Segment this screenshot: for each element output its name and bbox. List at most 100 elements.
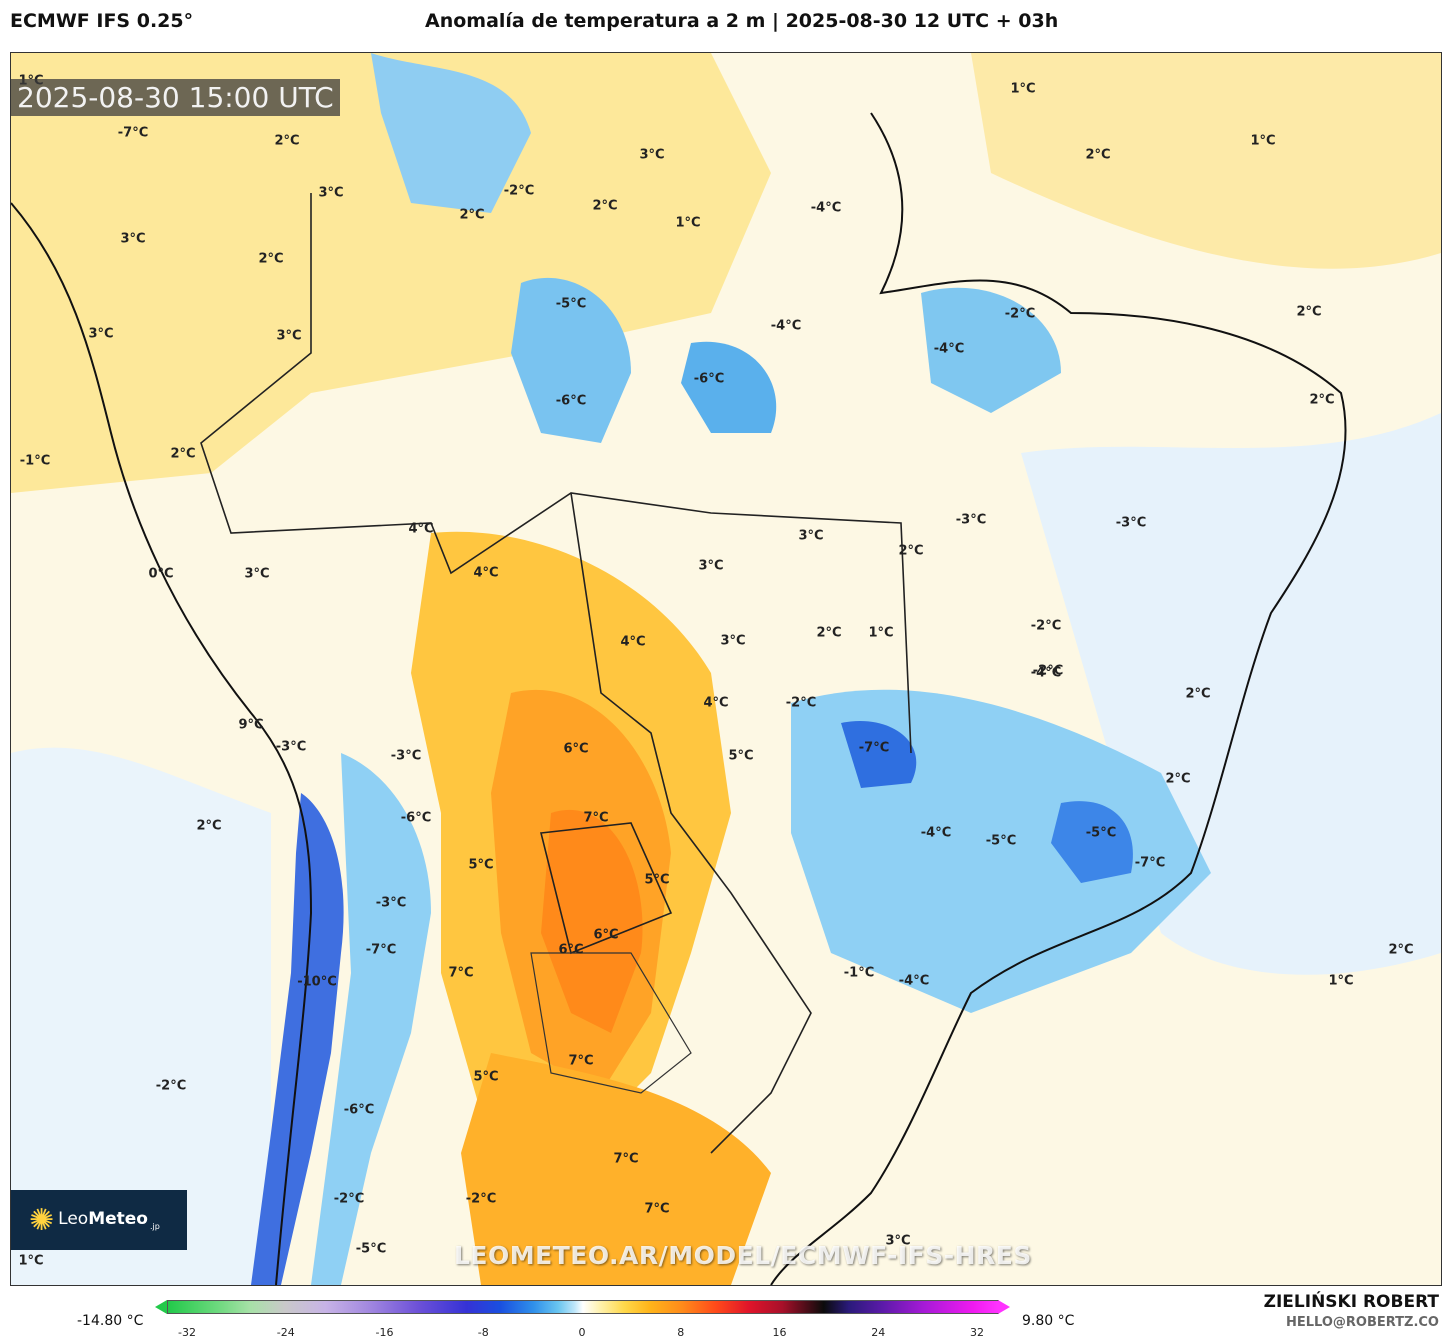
contour-label: -3°C — [1115, 515, 1147, 531]
amazon-cool-patch-center — [681, 341, 777, 433]
contour-label: -2°C — [503, 183, 535, 199]
contour-label: 3°C — [244, 566, 270, 582]
contour-label: -2°C — [1032, 663, 1064, 679]
contour-label: 4°C — [408, 521, 434, 537]
amazon-cool-patch-west — [511, 277, 631, 443]
contour-label: -7°C — [858, 740, 890, 756]
colorbar — [155, 1300, 1010, 1314]
model-name: ECMWF IFS 0.25° — [10, 10, 194, 32]
north-warm-zone — [11, 53, 771, 493]
contour-label: -1°C — [19, 453, 51, 469]
contour-label: 7°C — [568, 1053, 594, 1069]
contour-label: -2°C — [333, 1191, 365, 1207]
contour-label: 2°C — [898, 543, 924, 559]
contour-label: 1°C — [18, 1253, 44, 1269]
contour-label: 3°C — [885, 1233, 911, 1249]
contour-label: 2°C — [258, 251, 284, 267]
paraguay-border — [570, 492, 812, 1154]
atlantic-coastline — [770, 112, 1347, 1285]
se-cold-core-1 — [841, 721, 917, 788]
map-canvas — [11, 53, 1441, 1285]
country-borders — [200, 193, 912, 754]
contour-label: -5°C — [555, 296, 587, 312]
paraguay-outline — [540, 822, 673, 955]
source-watermark: LEOMETEO.AR/MODEL/ECMWF-IFS-HRES — [454, 1241, 1032, 1270]
colorbar-left-extend — [155, 1300, 167, 1314]
contour-label: 2°C — [170, 446, 196, 462]
colorbar-tick-label: 0 — [578, 1326, 586, 1339]
peak-warm-zone — [541, 809, 643, 1033]
andes-cool-band — [311, 753, 431, 1285]
colorbar-tick-label: -32 — [178, 1326, 196, 1339]
contour-label: 2°C — [1388, 942, 1414, 958]
contour-label: 1°C — [1250, 133, 1276, 149]
contour-label: 7°C — [448, 965, 474, 981]
contour-label: 7°C — [644, 1201, 670, 1217]
contour-label: 3°C — [698, 558, 724, 574]
contour-label: 2°C — [1309, 392, 1335, 408]
se-cold-core-2 — [1051, 801, 1133, 883]
contour-label: 3°C — [120, 231, 146, 247]
contour-label: 7°C — [613, 1151, 639, 1167]
contour-label: 4°C — [620, 634, 646, 650]
contour-label: -2°C — [465, 1191, 497, 1207]
author-name: ZIELIŃSKI ROBERT — [1263, 1292, 1439, 1312]
contour-label: 1°C — [1328, 973, 1354, 989]
contour-label: 3°C — [88, 326, 114, 342]
colorbar-gradient — [167, 1300, 999, 1314]
colorbar-tick-label: -8 — [477, 1326, 489, 1339]
colorbar-tick-label: 24 — [871, 1326, 886, 1339]
sun-icon: ✺ — [29, 1202, 55, 1238]
contour-label: 5°C — [728, 748, 754, 764]
contour-label: -4°C — [920, 825, 952, 841]
north-cool-patch — [371, 53, 531, 213]
contour-label: 6°C — [558, 942, 584, 958]
contour-label: -5°C — [985, 833, 1017, 849]
andes-cold-strip — [251, 793, 344, 1285]
contour-label: 2°C — [1165, 771, 1191, 787]
contour-label: -3°C — [955, 512, 987, 528]
colorbar-tick-label: 32 — [970, 1326, 984, 1339]
contour-label: -2°C — [785, 695, 817, 711]
contour-label: -10°C — [297, 974, 337, 990]
contour-label: -3°C — [275, 739, 307, 755]
contour-label: -6°C — [400, 810, 432, 826]
contour-label: 1°C — [1010, 81, 1036, 97]
colorbar-tick-label: -24 — [276, 1326, 295, 1339]
contour-label: -6°C — [555, 393, 587, 409]
ne-cool-patch — [921, 287, 1061, 413]
contour-label: -3°C — [390, 748, 422, 764]
contour-label: -4°C — [898, 973, 930, 989]
colorbar-tick-label: 16 — [772, 1326, 787, 1339]
contour-label: 3°C — [276, 328, 302, 344]
contour-label: 5°C — [473, 1069, 499, 1085]
contour-label: 3°C — [798, 528, 824, 544]
ne-ocean-warm-zone — [971, 53, 1441, 269]
contour-label: -5°C — [1085, 825, 1117, 841]
colorbar-right-extend — [998, 1300, 1010, 1314]
chart-title: Anomalía de temperatura a 2 m | 2025-08-… — [425, 10, 1059, 32]
contour-label: 2°C — [459, 207, 485, 223]
contour-label: -4°C — [1030, 665, 1062, 681]
contour-label: -3°C — [375, 895, 407, 911]
author-email: HELLO@ROBERTZ.CO — [1285, 1315, 1439, 1330]
contour-label: 2°C — [1185, 686, 1211, 702]
contour-label: 2°C — [816, 625, 842, 641]
colorbar-tick-label: -16 — [375, 1326, 394, 1339]
contour-label: 2°C — [1296, 304, 1322, 320]
pacific-cool-zone — [11, 747, 271, 1285]
contour-label: 0°C — [148, 566, 174, 582]
contour-label: -5°C — [355, 1241, 387, 1257]
contour-label: -7°C — [1134, 855, 1166, 871]
contour-label: 5°C — [468, 857, 494, 873]
contour-label: -2°C — [1030, 618, 1062, 634]
contour-label: -2°C — [1004, 306, 1036, 322]
contour-label: -7°C — [117, 125, 149, 141]
pacific-coastline — [11, 202, 313, 1285]
contour-label: 2°C — [274, 133, 300, 149]
contour-label: -2°C — [155, 1078, 187, 1094]
leometeo-logo: ✺ LeoMeteo .jp — [11, 1190, 187, 1250]
south-warm-zone — [461, 1053, 771, 1285]
colorbar-min-label: -14.80 °C — [77, 1313, 144, 1329]
contour-label: 2°C — [1085, 147, 1111, 163]
